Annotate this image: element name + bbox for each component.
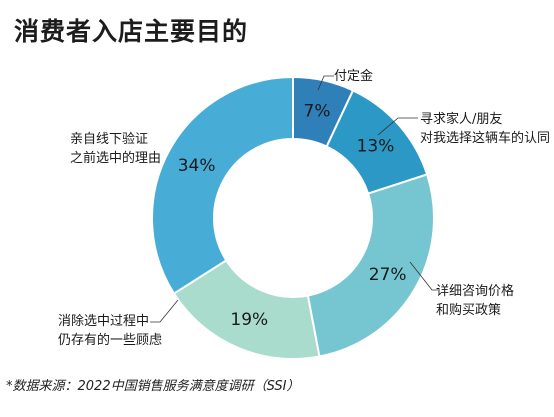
slice-price-consult bbox=[306, 173, 435, 358]
slice-verify-offline bbox=[151, 75, 294, 295]
category-label-remove-concerns-line1: 消除选中过程中 bbox=[58, 314, 149, 329]
category-label-remove-concerns-line2: 仍存有的一些顾虑 bbox=[58, 332, 162, 348]
category-annotations: 付定金寻求家人/朋友对我选择这辆车的认同详细咨询价格和购买政策消除选中过程中仍存… bbox=[58, 68, 550, 348]
category-label-family-approval-line2: 对我选择这辆车的认同 bbox=[420, 130, 550, 146]
value-label-remove-concerns: 19% bbox=[230, 310, 268, 330]
value-label-verify-offline: 34% bbox=[178, 156, 216, 176]
slice-remove-concerns bbox=[172, 258, 321, 360]
source-note: *数据来源：2022中国销售服务满意度调研（SSI） bbox=[6, 379, 300, 394]
leader-line-family-approval bbox=[377, 117, 418, 136]
value-labels: 7% 13% 27% 19% 34% bbox=[178, 102, 407, 330]
value-label-family-approval: 13% bbox=[357, 136, 395, 156]
category-label-verify-offline-line1: 亲自线下验证 bbox=[70, 131, 148, 147]
category-label-price-consult-line2: 和购买政策 bbox=[436, 302, 501, 318]
category-label-price-consult-line1: 详细咨询价格 bbox=[436, 283, 514, 299]
leader-line-remove-concerns bbox=[150, 299, 179, 323]
donut-slices bbox=[151, 75, 435, 360]
leader-line-price-consult bbox=[409, 261, 438, 291]
chart-title: 消费者入店主要目的 bbox=[14, 17, 249, 46]
category-label-verify-offline-line2: 之前选中的理由 bbox=[70, 150, 161, 166]
value-label-price-consult: 27% bbox=[369, 265, 407, 285]
category-label-deposit-line1: 付定金 bbox=[334, 68, 373, 84]
value-label-deposit: 7% bbox=[304, 102, 331, 122]
leader-line-deposit bbox=[317, 75, 334, 91]
category-label-family-approval-line1: 寻求家人/朋友 bbox=[420, 111, 502, 127]
